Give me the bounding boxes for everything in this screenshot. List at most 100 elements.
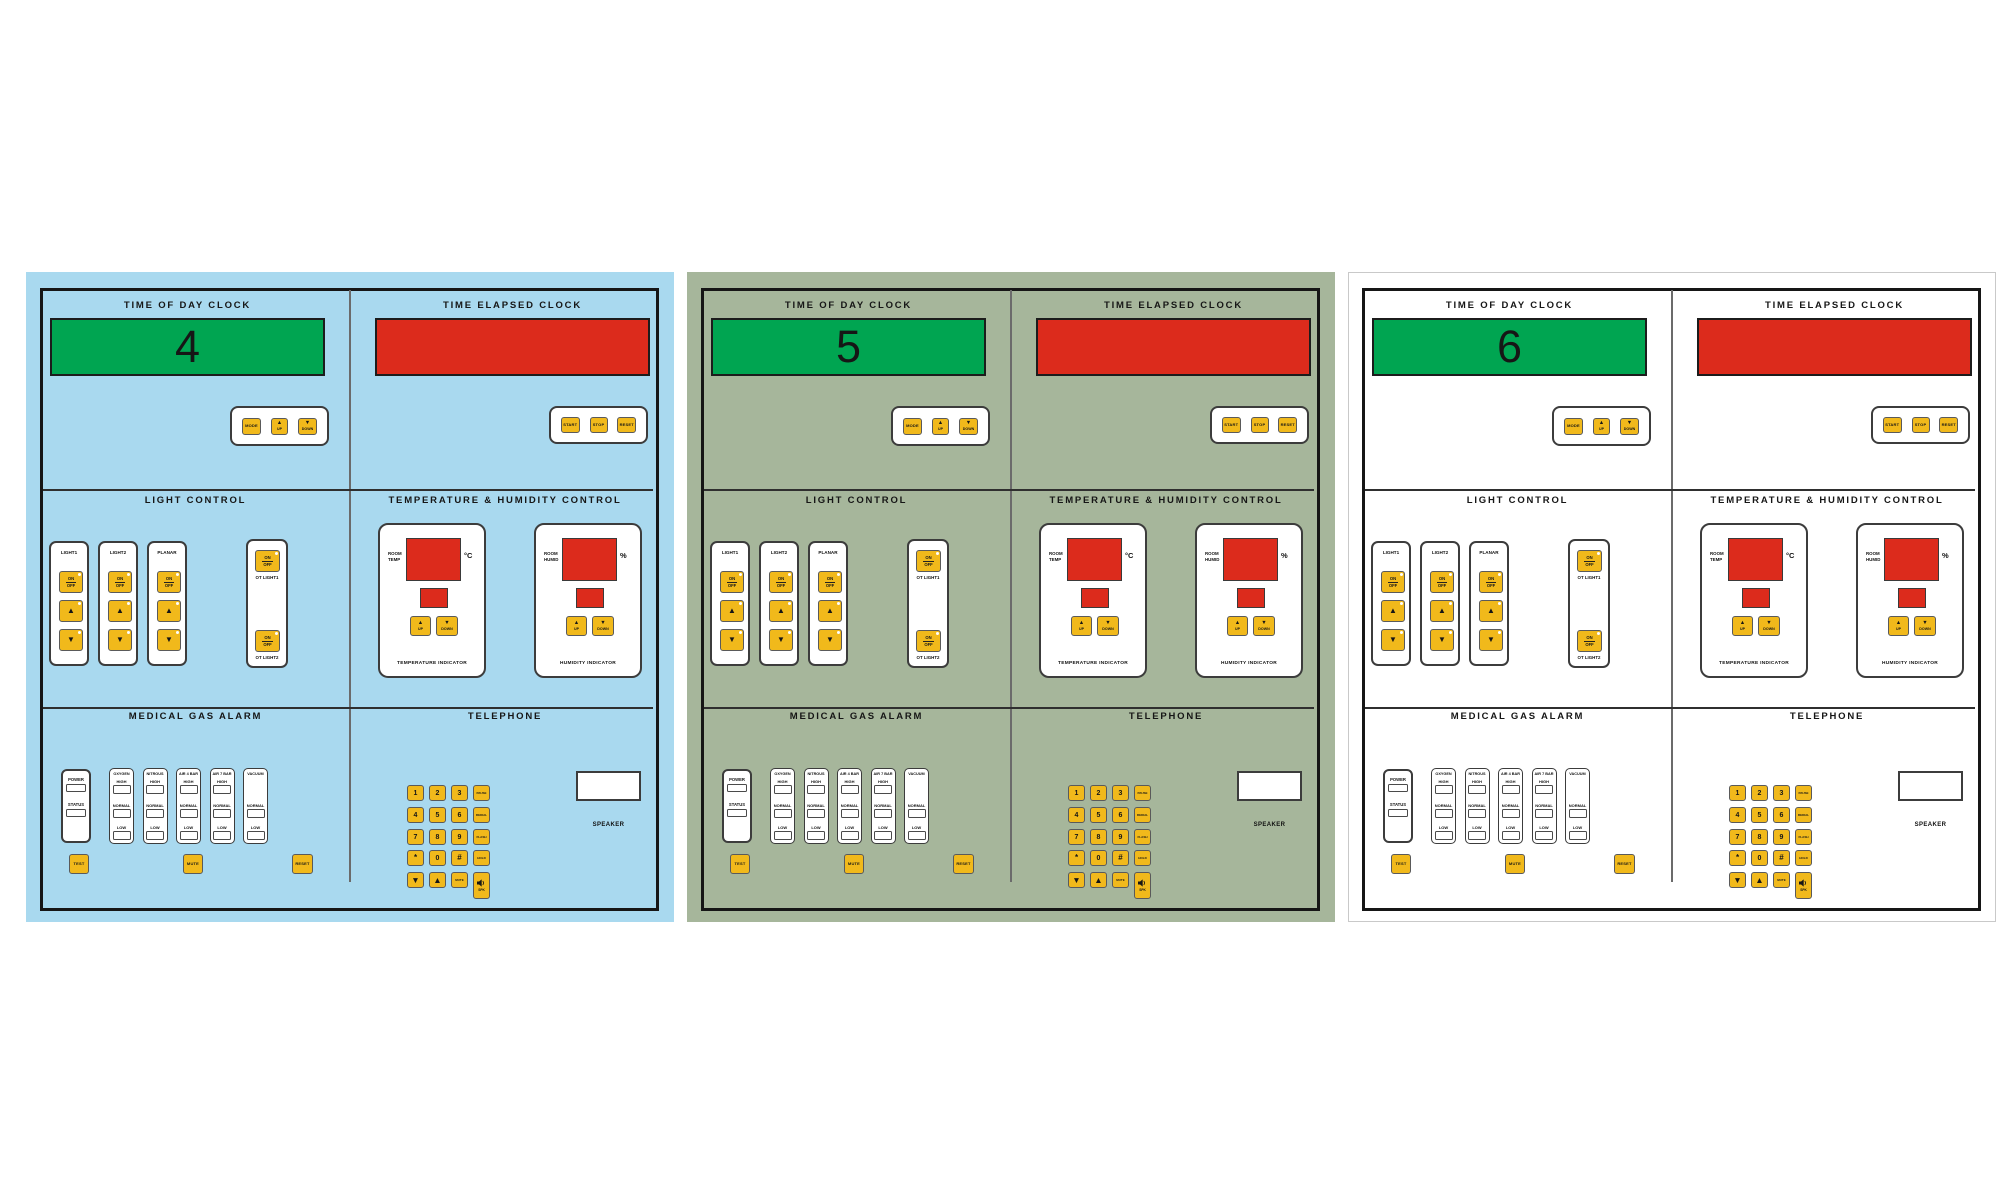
key-2[interactable]: 2	[1090, 785, 1107, 801]
mode-button[interactable]: MODE	[1564, 417, 1583, 435]
clock-up-button[interactable]: ▲ UP	[932, 417, 949, 435]
key-scroll-up[interactable]: ▲	[1751, 872, 1768, 888]
temp-down-button[interactable]: ▼ DOWN	[1758, 616, 1780, 636]
humid-down-button[interactable]: ▼ DOWN	[1914, 616, 1936, 636]
key-9[interactable]: 9	[451, 829, 468, 845]
key-7[interactable]: 7	[1068, 829, 1085, 845]
humid-up-button[interactable]: ▲ UP	[1888, 616, 1909, 636]
key-scroll-down[interactable]: ▼	[1729, 872, 1746, 888]
key-0[interactable]: 0	[1751, 850, 1768, 866]
key-scroll-down[interactable]: ▼	[407, 872, 424, 888]
key-star[interactable]: *	[1729, 850, 1746, 866]
key-star[interactable]: *	[1068, 850, 1085, 866]
key-scroll-up[interactable]: ▲	[1090, 872, 1107, 888]
key-4[interactable]: 4	[1068, 807, 1085, 823]
gas-mute-button[interactable]: MUTE	[183, 854, 203, 874]
key-pause[interactable]: PAUSE	[473, 785, 490, 801]
temp-up-button[interactable]: ▲ UP	[1071, 616, 1092, 636]
light-on-off-button[interactable]: ON OFF	[769, 571, 793, 593]
light-on-off-button[interactable]: ON OFF	[720, 571, 744, 593]
key-flash[interactable]: FLASH	[1134, 829, 1151, 845]
ot-light2-on-off-button[interactable]: ON OFF	[1577, 630, 1602, 652]
key-9[interactable]: 9	[1112, 829, 1129, 845]
ot-light2-on-off-button[interactable]: ON OFF	[255, 630, 280, 652]
light-up-button[interactable]: ▲	[1430, 600, 1454, 622]
reset-button[interactable]: RESET	[1939, 417, 1959, 433]
key-7[interactable]: 7	[1729, 829, 1746, 845]
key-1[interactable]: 1	[407, 785, 424, 801]
key-redial[interactable]: REDIAL	[1795, 807, 1812, 823]
light-on-off-button[interactable]: ON OFF	[157, 571, 181, 593]
key-scroll-up[interactable]: ▲	[429, 872, 446, 888]
gas-mute-button[interactable]: MUTE	[844, 854, 864, 874]
key-mute[interactable]: MUTE	[1112, 872, 1129, 888]
key-1[interactable]: 1	[1068, 785, 1085, 801]
key-pause[interactable]: PAUSE	[1134, 785, 1151, 801]
light-up-button[interactable]: ▲	[108, 600, 132, 622]
light-up-button[interactable]: ▲	[59, 600, 83, 622]
ot-light1-on-off-button[interactable]: ON OFF	[255, 550, 280, 572]
gas-test-button[interactable]: TEST	[730, 854, 750, 874]
light-up-button[interactable]: ▲	[157, 600, 181, 622]
key-5[interactable]: 5	[1090, 807, 1107, 823]
temp-down-button[interactable]: ▼ DOWN	[1097, 616, 1119, 636]
key-pause[interactable]: PAUSE	[1795, 785, 1812, 801]
key-5[interactable]: 5	[429, 807, 446, 823]
key-6[interactable]: 6	[451, 807, 468, 823]
light-on-off-button[interactable]: ON OFF	[1479, 571, 1503, 593]
stop-button[interactable]: STOP	[589, 417, 608, 433]
key-speaker[interactable]: SPK	[1134, 872, 1151, 899]
key-7[interactable]: 7	[407, 829, 424, 845]
key-hold[interactable]: HOLD	[1134, 850, 1151, 866]
stop-button[interactable]: STOP	[1911, 417, 1930, 433]
gas-test-button[interactable]: TEST	[69, 854, 89, 874]
light-up-button[interactable]: ▲	[769, 600, 793, 622]
reset-button[interactable]: RESET	[1278, 417, 1298, 433]
humid-up-button[interactable]: ▲ UP	[566, 616, 587, 636]
key-flash[interactable]: FLASH	[1795, 829, 1812, 845]
key-speaker[interactable]: SPK	[1795, 872, 1812, 899]
key-8[interactable]: 8	[1090, 829, 1107, 845]
humid-down-button[interactable]: ▼ DOWN	[592, 616, 614, 636]
gas-reset-button[interactable]: RESET	[1614, 854, 1635, 874]
key-hold[interactable]: HOLD	[1795, 850, 1812, 866]
light-up-button[interactable]: ▲	[720, 600, 744, 622]
light-on-off-button[interactable]: ON OFF	[108, 571, 132, 593]
key-hold[interactable]: HOLD	[473, 850, 490, 866]
clock-down-button[interactable]: ▼ DOWN	[959, 417, 978, 435]
humid-up-button[interactable]: ▲ UP	[1227, 616, 1248, 636]
light-down-button[interactable]: ▼	[108, 629, 132, 651]
key-speaker[interactable]: SPK	[473, 872, 490, 899]
key-scroll-down[interactable]: ▼	[1068, 872, 1085, 888]
key-hash[interactable]: #	[1112, 850, 1129, 866]
light-down-button[interactable]: ▼	[1381, 629, 1405, 651]
key-9[interactable]: 9	[1773, 829, 1790, 845]
light-on-off-button[interactable]: ON OFF	[59, 571, 83, 593]
light-down-button[interactable]: ▼	[720, 629, 744, 651]
key-6[interactable]: 6	[1773, 807, 1790, 823]
start-button[interactable]: START	[560, 417, 580, 433]
light-down-button[interactable]: ▼	[818, 629, 842, 651]
temp-up-button[interactable]: ▲ UP	[1732, 616, 1753, 636]
light-down-button[interactable]: ▼	[157, 629, 181, 651]
key-3[interactable]: 3	[451, 785, 468, 801]
key-3[interactable]: 3	[1112, 785, 1129, 801]
key-1[interactable]: 1	[1729, 785, 1746, 801]
key-mute[interactable]: MUTE	[1773, 872, 1790, 888]
gas-reset-button[interactable]: RESET	[292, 854, 313, 874]
key-hash[interactable]: #	[451, 850, 468, 866]
light-up-button[interactable]: ▲	[1479, 600, 1503, 622]
light-up-button[interactable]: ▲	[818, 600, 842, 622]
light-down-button[interactable]: ▼	[1430, 629, 1454, 651]
key-5[interactable]: 5	[1751, 807, 1768, 823]
mode-button[interactable]: MODE	[242, 417, 261, 435]
key-star[interactable]: *	[407, 850, 424, 866]
key-flash[interactable]: FLASH	[473, 829, 490, 845]
reset-button[interactable]: RESET	[617, 417, 637, 433]
ot-light1-on-off-button[interactable]: ON OFF	[916, 550, 941, 572]
start-button[interactable]: START	[1221, 417, 1241, 433]
key-2[interactable]: 2	[1751, 785, 1768, 801]
gas-test-button[interactable]: TEST	[1391, 854, 1411, 874]
temp-up-button[interactable]: ▲ UP	[410, 616, 431, 636]
mode-button[interactable]: MODE	[903, 417, 922, 435]
